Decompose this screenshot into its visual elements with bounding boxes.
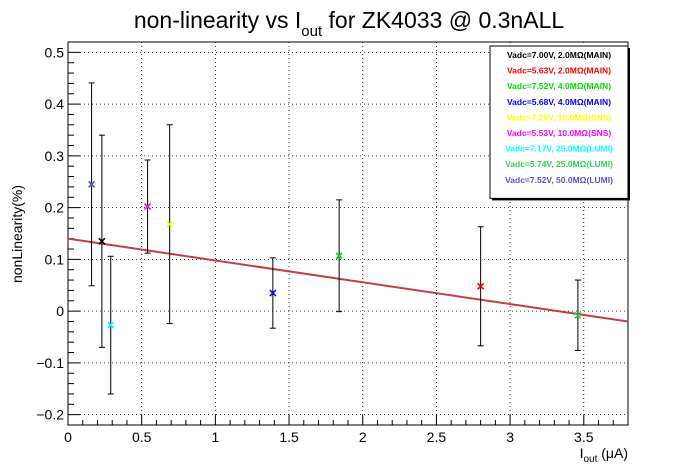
marker-stroke [269, 289, 277, 297]
chart-title-subscript: out [301, 23, 323, 40]
marker-stroke [335, 252, 343, 260]
legend-entry: Vadc=5.63V, 2.0MΩ(MAIN) [507, 66, 611, 76]
x-tick-label: 3.5 [574, 429, 594, 445]
legend-entry: Vadc=5.68V, 4.0MΩ(MAIN) [507, 97, 611, 107]
x-axis-label: Iout (μA) [580, 445, 628, 465]
y-tick-label: 0.1 [45, 251, 65, 267]
legend-entry: Vadc=7.52V, 4.0MΩ(MAIN) [507, 81, 611, 91]
legend-entry: Vadc=7.00V, 2.0MΩ(MAIN) [507, 50, 611, 60]
y-axis-label: nonLinearity(%) [9, 185, 25, 283]
marker-stroke [166, 220, 174, 228]
x-tick-label: 0.5 [132, 429, 152, 445]
x-axis-label-main: I [580, 445, 584, 461]
legend-box [489, 45, 629, 199]
grid [67, 42, 628, 425]
x-axis-label-subscript: out [583, 454, 597, 465]
y-tick-label: −0.2 [36, 407, 64, 423]
data-point-marker [477, 282, 485, 290]
marker-stroke [107, 321, 115, 329]
marker-stroke [574, 311, 582, 319]
y-tick-label: 0.2 [45, 200, 65, 216]
fit-line-group [67, 237, 629, 323]
data-point-marker [144, 203, 152, 211]
data-point-marker [166, 220, 174, 228]
marker-stroke [98, 237, 106, 245]
legend-entry: Vadc=7.29V, 10.0MΩ(SNS) [507, 112, 612, 122]
legend-entry: Vadc=7.52V, 50.0MΩ(LUMI) [505, 175, 613, 185]
x-tick-label: 2 [359, 429, 367, 445]
data-point-marker [107, 321, 115, 329]
marker-stroke [144, 203, 152, 211]
data-points [88, 82, 582, 395]
data-point-marker [88, 180, 96, 188]
legend-entry: Vadc=7.17V, 25.0MΩ(LUMI) [505, 144, 613, 154]
data-point-marker [574, 311, 582, 319]
legend-entry: Vadc=5.53V, 10.0MΩ(SNS) [507, 128, 612, 138]
y-tick-label: 0 [56, 303, 64, 319]
data-point-marker [269, 289, 277, 297]
marker-stroke [477, 282, 485, 290]
y-tick-label: −0.1 [36, 355, 64, 371]
y-tick-label: 0.3 [45, 148, 65, 164]
chart-title: non-linearity vs Iout for ZK4033 @ 0.3nA… [134, 7, 565, 40]
chart-title-prefix: non-linearity vs I [134, 7, 301, 33]
chart-title-suffix: for ZK4033 @ 0.3nALL [322, 7, 564, 33]
data-point-marker [335, 252, 343, 260]
x-tick-label: 3 [506, 429, 514, 445]
y-tick-label: 0.5 [45, 44, 65, 60]
y-tick-label: 0.4 [45, 96, 65, 112]
x-tick-label: 1.5 [279, 429, 299, 445]
x-axis-label-rest: (μA) [597, 445, 628, 461]
data-point-marker [98, 237, 106, 245]
legend: Vadc=7.00V, 2.0MΩ(MAIN) Vadc=5.63V, 2.0MΩ… [489, 45, 630, 201]
marker-stroke [88, 180, 96, 188]
x-tick-label: 2.5 [427, 429, 447, 445]
fit-line [67, 237, 629, 323]
x-tick-label: 1 [211, 429, 219, 445]
axes: 0 0.5 1 1.5 2 2.5 3 3.5 −0.2 −0.1 0 0.1 0.2 0.3 0.4 0.5 [36, 41, 629, 445]
x-tick-label: 0 [64, 429, 72, 445]
legend-entry: Vadc=5.74V, 25.0MΩ(LUMI) [505, 159, 613, 169]
